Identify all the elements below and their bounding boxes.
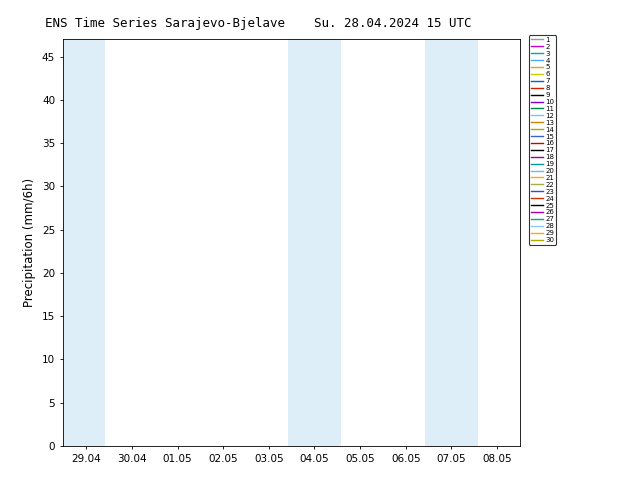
Text: Su. 28.04.2024 15 UTC: Su. 28.04.2024 15 UTC bbox=[314, 17, 472, 30]
Bar bbox=[63, 39, 105, 446]
Bar bbox=[425, 39, 478, 446]
Y-axis label: Precipitation (mm/6h): Precipitation (mm/6h) bbox=[23, 178, 36, 307]
Bar bbox=[288, 39, 341, 446]
Text: ENS Time Series Sarajevo-Bjelave: ENS Time Series Sarajevo-Bjelave bbox=[45, 17, 285, 30]
Legend: 1, 2, 3, 4, 5, 6, 7, 8, 9, 10, 11, 12, 13, 14, 15, 16, 17, 18, 19, 20, 21, 22, 2: 1, 2, 3, 4, 5, 6, 7, 8, 9, 10, 11, 12, 1… bbox=[529, 35, 556, 245]
